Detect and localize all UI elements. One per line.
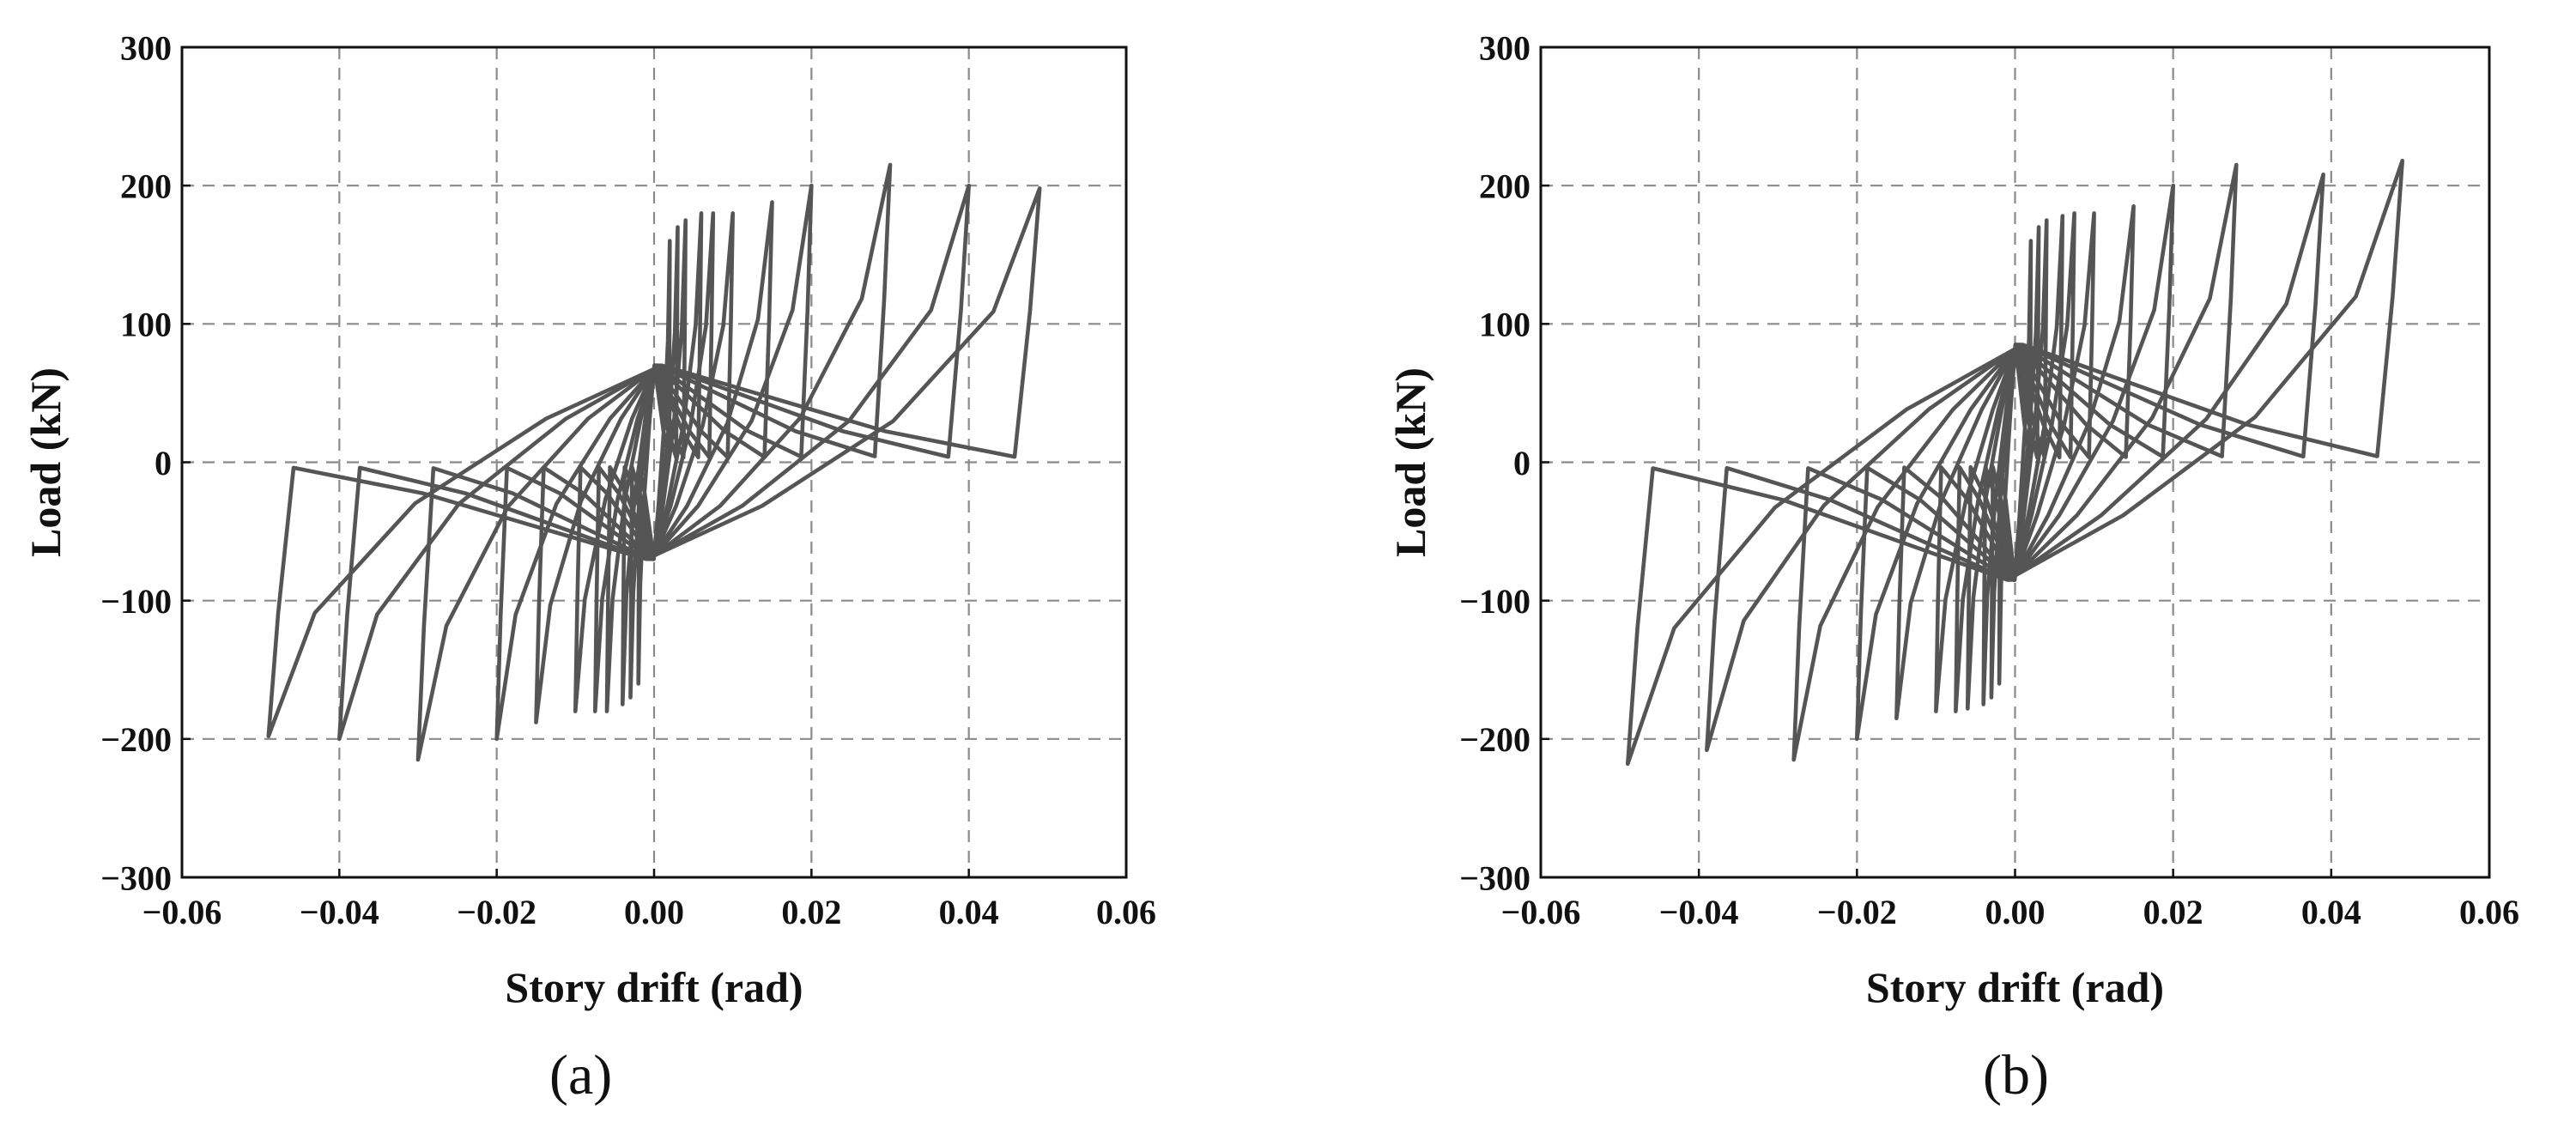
x-tick-label: 0.06 <box>1096 893 1156 931</box>
x-tick-label: 0.02 <box>781 893 841 931</box>
y-tick-label: −200 <box>1459 720 1530 759</box>
y-tick-label: −300 <box>1459 858 1530 897</box>
y-tick-label: −300 <box>100 858 172 897</box>
y-axis-title: Load (kN) <box>1386 367 1434 557</box>
hysteresis-chart-a: −0.06 −0.04 −0.02 0.00 0.02 0.04 0.06 −300 −200 −… <box>21 28 1156 1011</box>
y-tick-label: 0 <box>155 444 172 482</box>
hysteresis-series <box>1626 158 2404 767</box>
y-axis-title: Load (kN) <box>21 367 70 557</box>
chart-panel-b: −0.06 −0.04 −0.02 0.00 0.02 0.04 0.06 −300 −200 −… <box>1339 0 2576 1140</box>
x-tick-label: −0.02 <box>457 893 536 931</box>
y-tick-label: −100 <box>1459 582 1530 621</box>
panel-label-b: (b) <box>1983 1044 2049 1107</box>
y-tick-label: 300 <box>120 28 172 67</box>
hysteresis-series <box>266 162 1042 762</box>
x-tick-label: −0.06 <box>1501 893 1581 931</box>
x-tick-label: 0.00 <box>1985 893 2046 931</box>
y-tick-label: −100 <box>100 582 172 621</box>
y-tick-label: 0 <box>1513 444 1530 482</box>
x-axis-title: Story drift (rad) <box>1866 963 2164 1011</box>
y-tick-label: 100 <box>120 306 172 344</box>
x-tick-label: −0.06 <box>142 893 222 931</box>
x-tick-label: −0.02 <box>1817 893 1897 931</box>
x-tick-label: 0.04 <box>939 893 999 931</box>
panel-label-a: (a) <box>549 1044 613 1107</box>
x-axis-title: Story drift (rad) <box>505 963 803 1011</box>
hysteresis-chart-b: −0.06 −0.04 −0.02 0.00 0.02 0.04 0.06 −300 −200 −… <box>1386 28 2519 1011</box>
hysteresis-loop-11 <box>1626 158 2404 767</box>
x-tick-label: −0.04 <box>300 893 379 931</box>
y-tick-label: 200 <box>1479 167 1530 206</box>
chart-panel-a: −0.06 −0.04 −0.02 0.00 0.02 0.04 0.06 −300 −200 −… <box>0 0 1253 1140</box>
y-tick-label: −200 <box>100 720 172 759</box>
hysteresis-loop-11 <box>266 186 1042 738</box>
x-tick-label: 0.02 <box>2143 893 2203 931</box>
y-tick-label: 300 <box>1479 28 1530 67</box>
y-tick-label: 100 <box>1479 306 1530 344</box>
x-tick-label: 0.00 <box>624 893 684 931</box>
x-tick-label: 0.06 <box>2459 893 2519 931</box>
x-tick-label: −0.04 <box>1659 893 1739 931</box>
x-tick-label: 0.04 <box>2301 893 2361 931</box>
y-tick-label: 200 <box>120 167 172 206</box>
